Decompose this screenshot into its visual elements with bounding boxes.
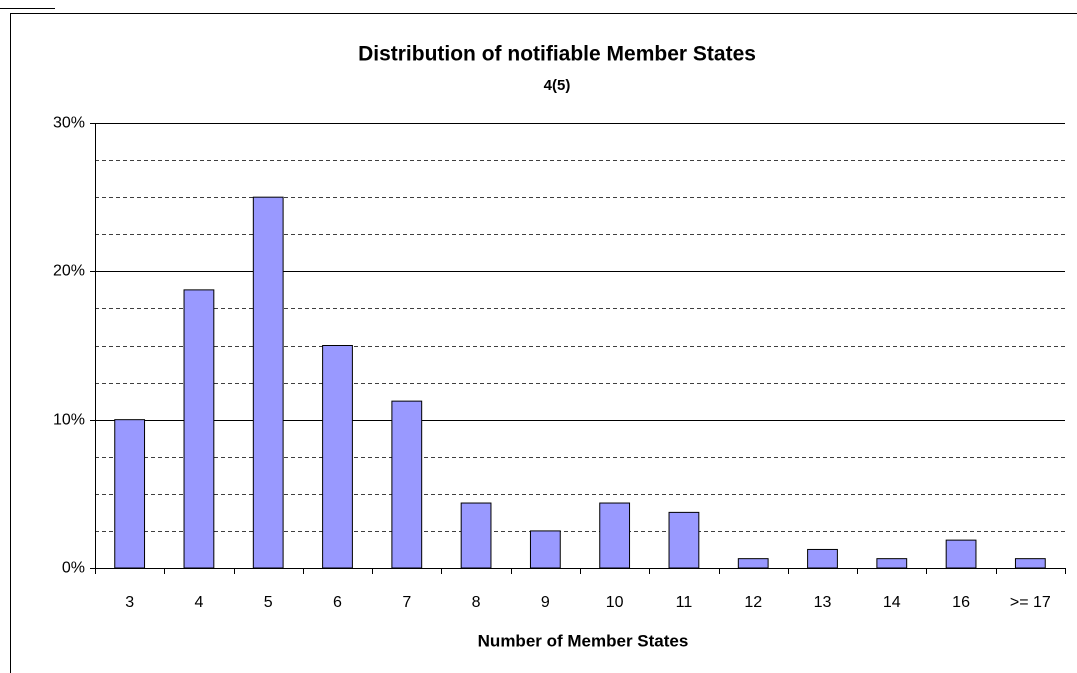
bar — [668, 511, 700, 569]
bar — [807, 548, 838, 569]
bar — [391, 400, 423, 569]
x-tick-label: 12 — [744, 594, 762, 611]
chart-subtitle: 4(5) — [544, 77, 571, 94]
y-tick-label: 0% — [62, 560, 85, 577]
bar — [114, 419, 146, 569]
x-tick-label: 4 — [194, 594, 203, 611]
x-tick-label: 5 — [264, 594, 273, 611]
bar — [945, 539, 977, 569]
bar — [876, 558, 908, 569]
bar — [1014, 558, 1046, 569]
bar — [252, 196, 284, 569]
bar — [529, 530, 561, 569]
x-tick-label: 10 — [606, 594, 624, 611]
y-tick-label: 20% — [53, 263, 85, 280]
bar — [460, 502, 492, 569]
bar — [322, 345, 353, 569]
x-axis-label: Number of Member States — [478, 631, 689, 650]
x-tick-label: 6 — [333, 594, 342, 611]
x-tick-label: 11 — [676, 594, 693, 611]
x-tick-label: >= 17 — [1010, 594, 1051, 611]
x-tick-label: 9 — [541, 594, 550, 611]
y-tick-label: 10% — [53, 412, 85, 429]
chart-title: Distribution of notifiable Member States — [358, 43, 756, 66]
y-tick-label: 30% — [53, 115, 85, 132]
x-tick-label: 3 — [125, 594, 134, 611]
x-tick-label: 7 — [402, 594, 411, 611]
x-tick-label: 8 — [472, 594, 481, 611]
x-tick-label: 14 — [883, 594, 901, 611]
bar — [599, 502, 631, 569]
x-tick-label: 13 — [814, 594, 832, 611]
bar — [183, 289, 215, 569]
bar — [737, 558, 769, 569]
x-tick-label: 16 — [952, 594, 970, 611]
